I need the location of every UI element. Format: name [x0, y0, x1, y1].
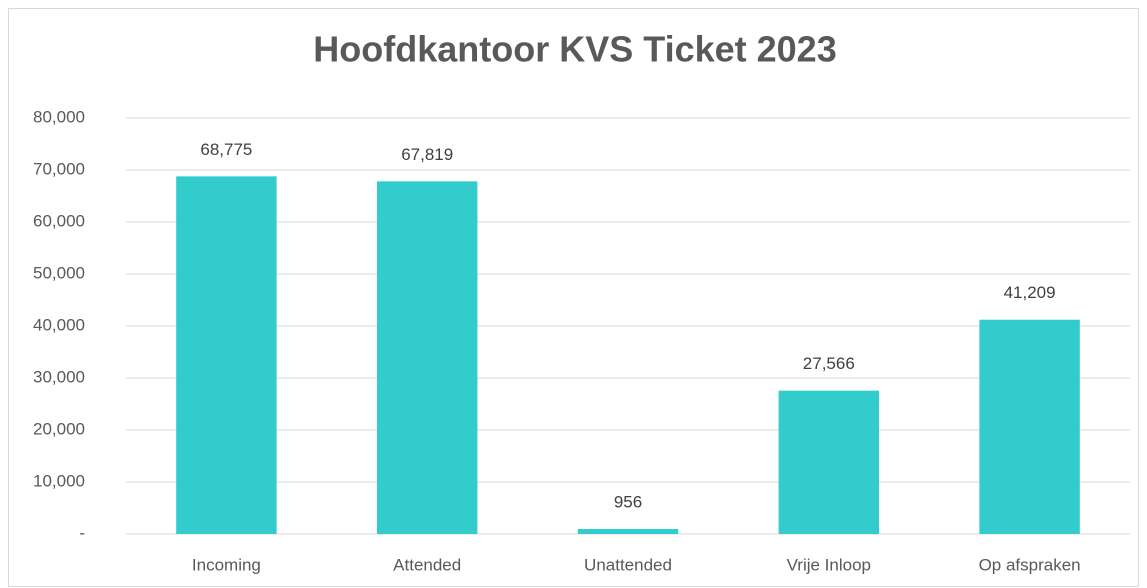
- y-tick-label: 30,000: [33, 367, 85, 386]
- bar: [979, 319, 1080, 534]
- data-label: 956: [614, 493, 642, 512]
- y-tick-label: 70,000: [33, 159, 85, 178]
- x-tick-label: Incoming: [192, 555, 261, 574]
- bar: [577, 529, 679, 534]
- bar: [176, 176, 277, 534]
- y-tick-label: 60,000: [33, 211, 85, 230]
- data-label: 27,566: [803, 354, 855, 373]
- data-label: 67,819: [401, 145, 453, 164]
- data-label: 41,209: [1004, 283, 1056, 302]
- y-tick-label: 40,000: [33, 315, 85, 334]
- data-label: 68,775: [200, 140, 252, 159]
- x-tick-label: Attended: [393, 555, 461, 574]
- x-tick-label: Unattended: [584, 555, 672, 574]
- y-tick-label: 10,000: [33, 471, 85, 490]
- x-tick-label: Vrije Inloop: [787, 555, 871, 574]
- bar: [778, 390, 879, 534]
- chart-title: Hoofdkantoor KVS Ticket 2023: [313, 29, 836, 70]
- y-tick-label: 80,000: [33, 107, 85, 126]
- y-tick-label: 20,000: [33, 419, 85, 438]
- y-tick-label: -: [79, 523, 85, 542]
- x-tick-label: Op afspraken: [979, 555, 1081, 574]
- y-tick-label: 50,000: [33, 263, 85, 282]
- bar: [377, 181, 478, 535]
